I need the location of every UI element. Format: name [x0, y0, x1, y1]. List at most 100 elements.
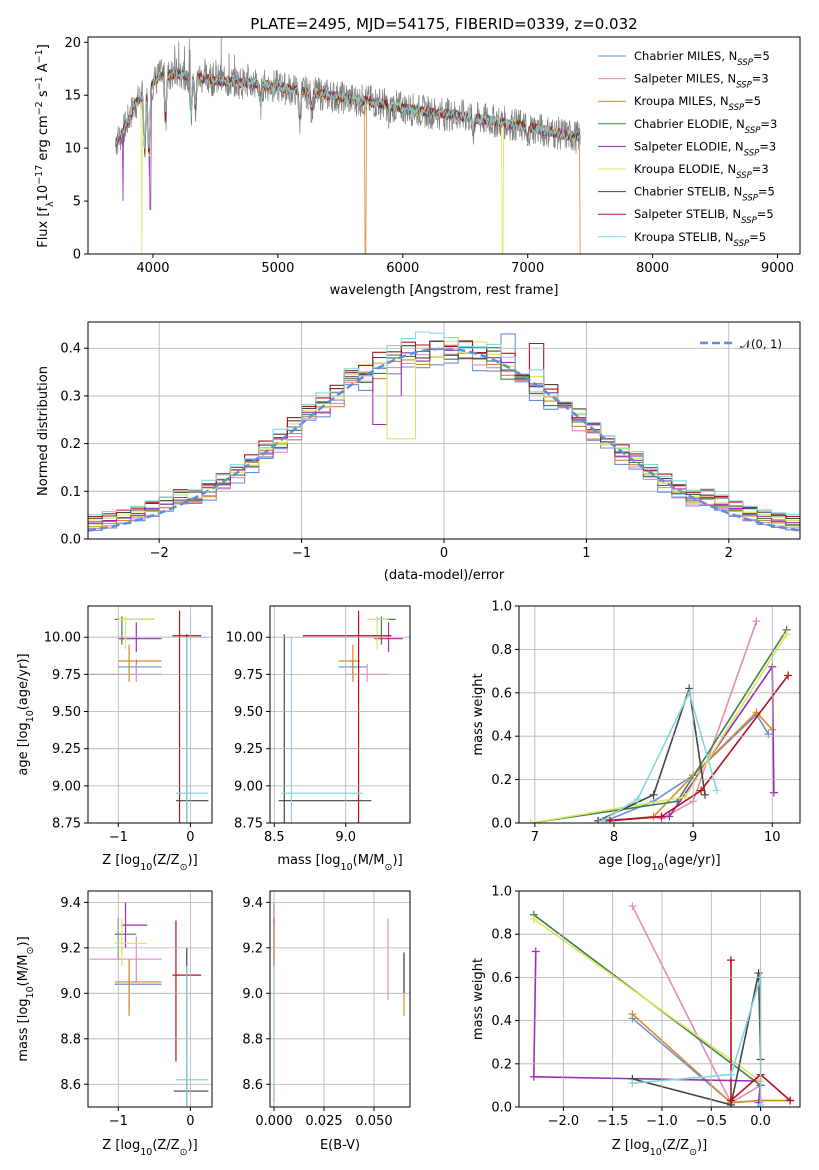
legend-entry: Salpeter ELODIE, NSSP=3 [634, 139, 776, 158]
x-axis-label: wavelength [Angstrom, rest frame] [330, 283, 559, 298]
y-tick-label: 9.00 [52, 779, 81, 794]
y-tick-label: 0.8 [491, 928, 512, 943]
y-tick-label: 9.75 [234, 668, 263, 683]
observed-spectrum [115, 37, 581, 177]
x-tick-label: 0 [186, 1114, 194, 1129]
y-tick-label: 0.1 [60, 485, 81, 500]
series-point [633, 795, 642, 804]
y-tick-label: 9.0 [242, 987, 263, 1002]
point-kroupa-elodie [114, 918, 148, 967]
series-point [754, 969, 763, 978]
x-tick-label: 7 [531, 830, 539, 845]
y-tick-label: 8.8 [60, 1032, 81, 1047]
series-point [782, 630, 791, 639]
x-tick-label: −1.5 [597, 1114, 629, 1129]
x-tick-label: 9000 [761, 261, 794, 276]
point-kroupa-elodie [118, 616, 155, 650]
series-salpeter-miles [657, 617, 761, 823]
panel-mass_vs_EBV: 0.000 0.025 0.050 8.6 8.8 9.0 9.2 9.4 E(B-V) [242, 890, 411, 1153]
series-point [628, 1079, 637, 1088]
axes-frame [87, 605, 213, 824]
series-point [764, 730, 773, 739]
y-tick-label: 0.2 [491, 1057, 512, 1072]
point-kroupa-stelib [281, 637, 363, 823]
axes-frame [87, 36, 801, 255]
legend-entry: Kroupa MILES, NSSP=5 [634, 94, 761, 113]
y-tick-label: 0.4 [491, 730, 512, 745]
point-kroupa-stelib [175, 966, 209, 1107]
series-point [697, 786, 706, 795]
axes-frame [87, 890, 213, 1108]
series-point [628, 902, 637, 911]
series-line [530, 629, 788, 823]
y-tick-label: 0.3 [60, 389, 81, 404]
point-chabrier-miles [118, 659, 162, 675]
point-kroupa-stelib [175, 637, 209, 823]
y-tick-label: 9.2 [60, 941, 81, 956]
series-chabrier-stelib [628, 969, 765, 1107]
point-kroupa-miles [338, 644, 360, 682]
x-tick-label: 5000 [261, 261, 294, 276]
y-axis-label: Flux [fλ10−17 erg cm−2 s−1 A−1] [34, 44, 56, 248]
series-point [752, 617, 761, 626]
point-chabrier-elodie [114, 616, 155, 645]
x-tick-label: 1 [582, 546, 590, 561]
axes-frame [518, 605, 801, 824]
series-point [657, 812, 666, 821]
series-chabrier-stelib [594, 684, 710, 823]
y-tick-label: 0.2 [491, 773, 512, 788]
y-tick-label: 0.4 [60, 342, 81, 357]
y-tick-label: 0.0 [491, 817, 512, 832]
y-tick-label: 0.2 [60, 437, 81, 452]
series-kroupa-elodie [526, 630, 791, 823]
point-kroupa-elodie [367, 616, 389, 650]
x-tick-label: −2 [150, 546, 169, 561]
x-tick-label: −1 [292, 546, 311, 561]
point-chabrier-stelib [173, 947, 209, 1107]
series-point [784, 671, 793, 680]
series-point [752, 708, 761, 717]
x-tick-label: 6000 [386, 261, 419, 276]
x-tick-label: 8000 [636, 261, 669, 276]
y-tick-label: 0 [73, 248, 81, 263]
point-salpeter-miles [89, 936, 162, 982]
y-tick-label: 9.50 [52, 705, 81, 720]
series-salpeter-miles [628, 902, 765, 1107]
series-salpeter-stelib [606, 671, 793, 823]
axes-frame [518, 890, 801, 1108]
y-tick-label: 8.6 [60, 1078, 81, 1093]
y-tick-label: 9.2 [242, 941, 263, 956]
y-tick-label: 9.25 [234, 742, 263, 757]
y-tick-label: 9.50 [234, 705, 263, 720]
y-tick-label: 1.0 [491, 600, 512, 615]
series-line [631, 1013, 791, 1104]
x-tick-label: 0.025 [305, 1114, 342, 1129]
axes-frame [269, 890, 411, 1108]
y-tick-label: 8.75 [234, 817, 263, 832]
y-tick-label: 9.00 [234, 779, 263, 794]
x-tick-label: 4000 [136, 261, 169, 276]
series-point [529, 915, 538, 924]
x-tick-label: 9.0 [335, 830, 356, 845]
y-tick-label: 9.75 [52, 668, 81, 683]
legend-entry: Kroupa STELIB, NSSP=5 [634, 230, 766, 249]
panel-mass_weight_vs_age: 7 8 9 10 0.0 0.2 0.4 0.6 0.8 1.0 age [log10(age/yr… [471, 600, 801, 873]
legend-entry: Salpeter STELIB, NSSP=5 [634, 207, 774, 226]
point-chabrier-stelib [175, 634, 209, 823]
y-tick-label: 10.00 [44, 631, 81, 646]
series-point [526, 819, 535, 823]
x-tick-label: 9 [689, 830, 697, 845]
x-tick-label: 7000 [511, 261, 544, 276]
x-tick-label: −0.5 [695, 1114, 727, 1129]
series-point [726, 1070, 735, 1079]
series-point [701, 790, 710, 799]
series-line [632, 977, 762, 1105]
y-axis-label: age [log10(age/yr)] [16, 653, 36, 775]
legend-entry: 𝒩(0, 1) [740, 337, 782, 351]
point-salpeter-stelib [302, 610, 392, 823]
legend-entry: Kroupa ELODIE, NSSP=3 [634, 162, 769, 181]
x-axis-label: Z [log10(Z/Z⊙)] [102, 1138, 197, 1158]
y-tick-label: 9.25 [52, 742, 81, 757]
model-spectrum-kroupa-stelib [115, 69, 581, 149]
plot-area [115, 37, 581, 254]
